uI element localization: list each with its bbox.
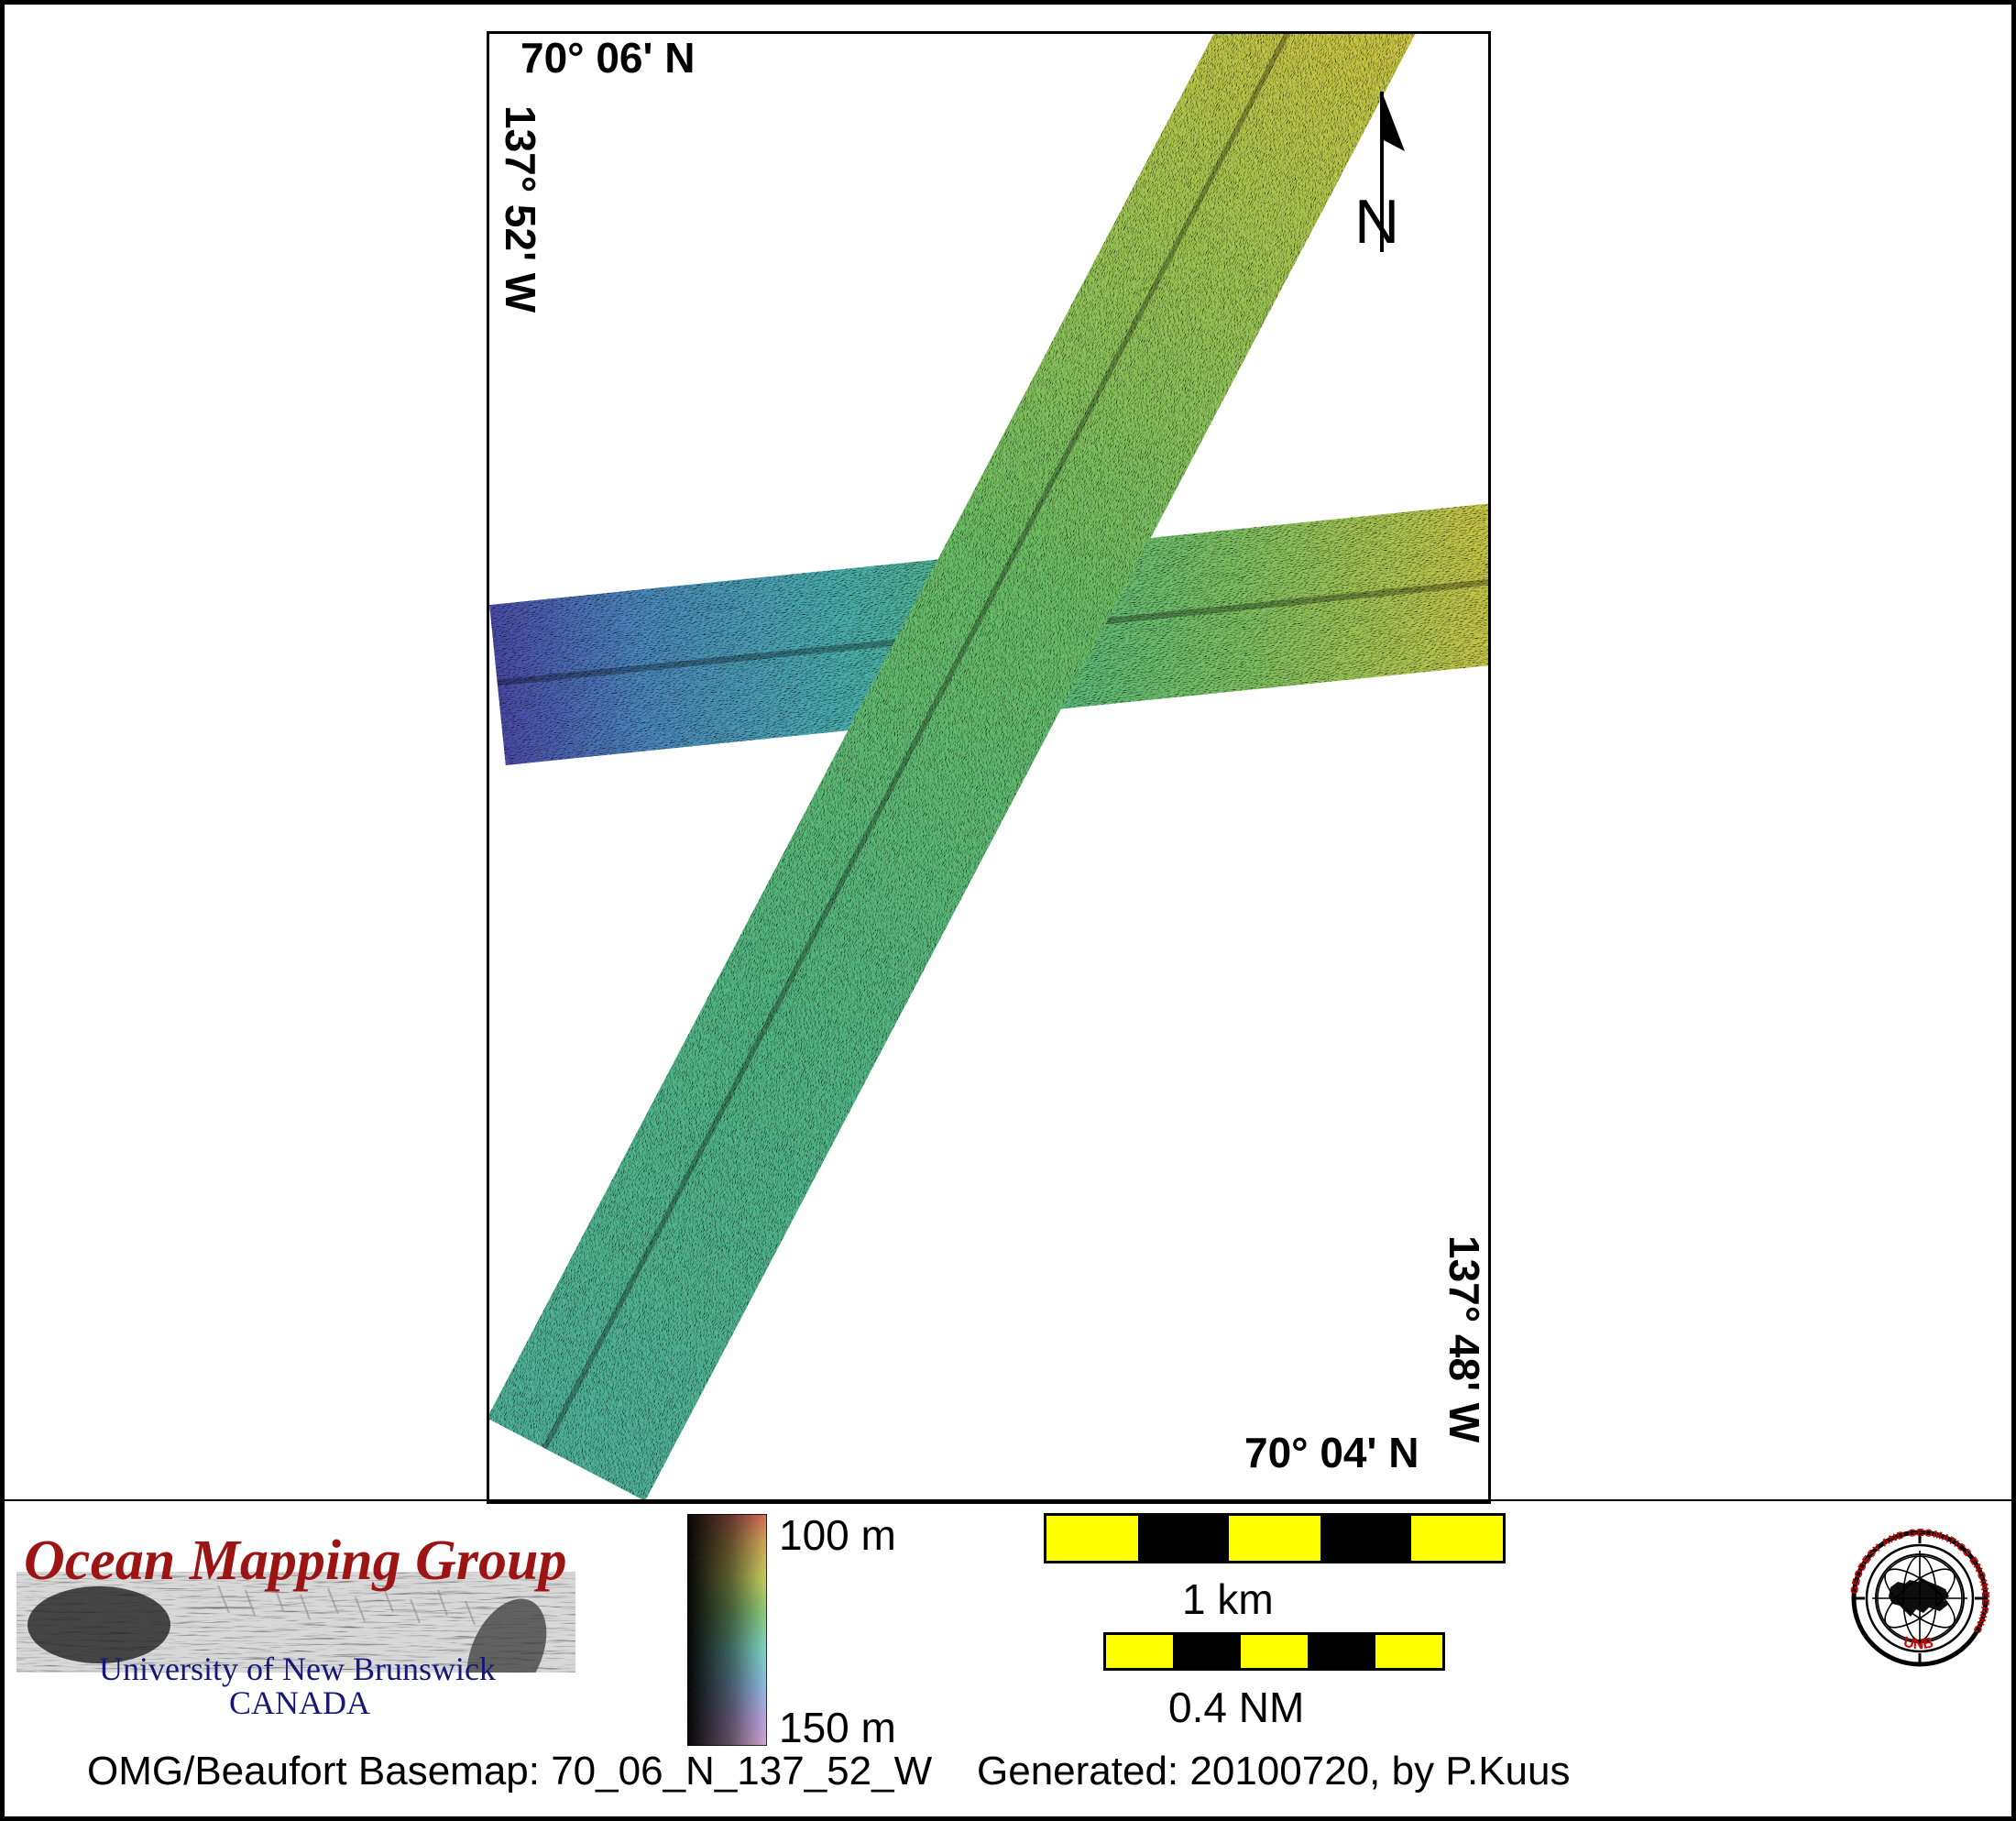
svg-text:University of New Brunswick: University of New Brunswick bbox=[99, 1651, 496, 1687]
svg-text:CANADA: CANADA bbox=[229, 1684, 370, 1721]
svg-text:UNB: UNB bbox=[1901, 1634, 1934, 1652]
svg-text:N: N bbox=[1354, 187, 1399, 257]
svg-text:Ocean Mapping Group: Ocean Mapping Group bbox=[24, 1530, 567, 1592]
